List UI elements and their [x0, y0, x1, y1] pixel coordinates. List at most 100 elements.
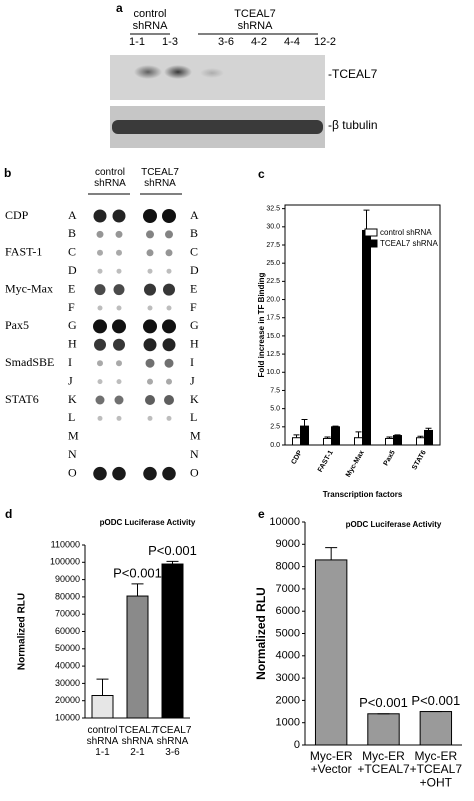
bar — [385, 437, 394, 446]
spot — [116, 268, 122, 274]
spot — [116, 305, 122, 311]
factor-label: SmadSBE — [5, 355, 54, 369]
y-tick-label: 50000 — [55, 643, 80, 653]
y-tick-label: 0 — [294, 739, 300, 751]
spot — [97, 305, 103, 311]
y-tick-label: 40000 — [55, 660, 80, 670]
error-bar — [355, 431, 362, 438]
x-tick-label: Myc-Max — [345, 449, 366, 478]
row-letter: D — [68, 263, 77, 277]
y-tick-label: 7000 — [276, 583, 300, 595]
panel-label: e — [258, 507, 265, 521]
spot — [94, 338, 106, 351]
y-tick-label: 100000 — [50, 557, 80, 567]
bar — [331, 426, 340, 446]
spot — [96, 230, 104, 238]
row-letter: G — [68, 318, 77, 332]
spot — [97, 379, 103, 385]
row-letter: A — [190, 208, 199, 222]
bar — [161, 563, 184, 719]
x-tick-label: TCEAL7 shRNA 2-1 — [119, 725, 157, 758]
lane-label: 1-1 — [129, 36, 145, 48]
x-tick-label: Myc-ER +TCEAL7 — [357, 749, 410, 776]
y-tick-label: 10000 — [269, 516, 300, 528]
spot — [143, 319, 157, 334]
panel-label: a — [116, 1, 123, 15]
bar — [416, 437, 425, 446]
spot — [93, 319, 107, 334]
spot — [147, 305, 153, 311]
row-letter: O — [68, 465, 77, 479]
spot — [95, 395, 105, 405]
x-tick-label: control shRNA 1-1 — [87, 725, 119, 758]
spot — [114, 395, 124, 405]
spot — [145, 358, 155, 368]
band — [164, 65, 192, 79]
group-label: TCEAL7 shRNA — [234, 8, 276, 32]
spot — [113, 338, 125, 351]
spot — [163, 283, 175, 296]
factor-label: FAST-1 — [5, 245, 42, 259]
y-tick-label: 10.0 — [266, 369, 280, 376]
spot — [116, 415, 122, 421]
spot — [143, 338, 157, 352]
bar — [419, 711, 453, 746]
spot — [162, 338, 176, 352]
y-tick-label: 20000 — [55, 695, 80, 705]
y-tick-label: 0.0 — [270, 442, 280, 449]
y-tick-label: 27.5 — [266, 242, 280, 249]
y-tick-label: 30000 — [55, 678, 80, 688]
x-tick-label: STAT6 — [411, 449, 428, 471]
y-tick-label: 9000 — [276, 538, 300, 550]
row-letter: F — [68, 300, 75, 314]
factor-label: Myc-Max — [5, 281, 53, 295]
y-tick-label: 5000 — [276, 627, 300, 639]
bar — [367, 713, 400, 746]
bar — [354, 437, 363, 446]
lane-label: 1-3 — [162, 36, 178, 48]
row-letter: L — [68, 410, 75, 424]
y-tick-label: 3000 — [276, 672, 300, 684]
band — [200, 68, 224, 78]
bar — [314, 559, 348, 746]
spot — [165, 230, 173, 239]
legend-label: TCEAL7 shRNA — [380, 239, 438, 248]
spot — [93, 466, 107, 481]
spot — [115, 230, 123, 238]
y-tick-label: 32.5 — [266, 205, 280, 212]
panel-label: d — [5, 507, 12, 521]
spot — [112, 319, 126, 334]
row-letter: A — [68, 208, 77, 222]
spot — [144, 283, 156, 296]
bar — [362, 229, 371, 446]
lane-label: 12-2 — [314, 36, 336, 48]
panel-label: b — [4, 166, 11, 180]
lane-label: 3-6 — [218, 36, 234, 48]
spot — [94, 284, 106, 296]
y-tick-label: 15.0 — [266, 333, 280, 340]
error-bar — [363, 209, 370, 231]
row-letter: C — [190, 245, 198, 259]
lane-label: 4-4 — [284, 36, 300, 48]
y-tick-label: 90000 — [55, 574, 80, 584]
bar — [424, 429, 433, 446]
spot — [147, 268, 153, 274]
factor-label: Pax5 — [5, 318, 29, 332]
x-tick-label: CDP — [290, 449, 304, 466]
group-label: TCEAL7 shRNA — [141, 167, 179, 189]
spot — [116, 249, 122, 256]
error-bar — [96, 678, 109, 696]
chart-title: pODC Luciferase Activity — [100, 518, 196, 527]
annotation: P<0.001 — [411, 693, 460, 708]
error-bar — [166, 560, 179, 565]
error-bar — [394, 434, 401, 436]
y-axis-label: Normalized RLU — [254, 587, 268, 680]
y-tick-label: 2.5 — [270, 424, 280, 431]
error-bar — [131, 583, 144, 597]
spot — [162, 209, 176, 223]
x-axis-label: Transcription factors — [323, 490, 403, 499]
y-axis-label: Normalized RLU — [17, 593, 28, 670]
row-letter: I — [68, 355, 72, 369]
factor-label: STAT6 — [5, 392, 39, 406]
